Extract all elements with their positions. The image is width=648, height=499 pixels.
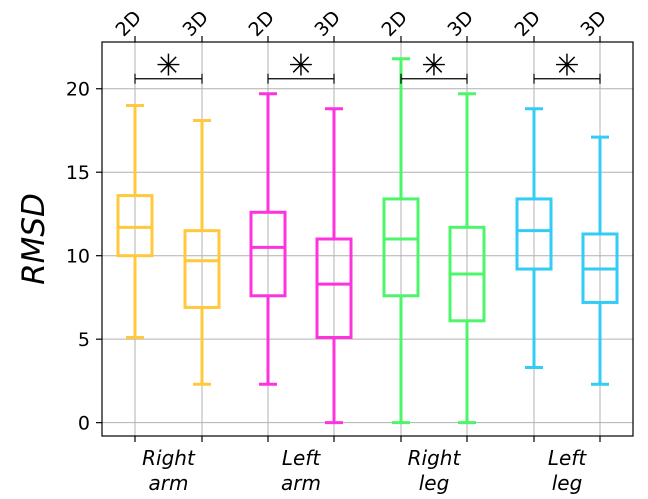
top-condition-label: 3D [179, 7, 213, 41]
category-label-line2: arm [281, 471, 321, 495]
box-series [116, 57, 619, 425]
category-label-line1: Left [548, 446, 587, 470]
category-label-line1: Right [408, 446, 462, 470]
box-plot-4 [315, 107, 353, 425]
plot-frame [101, 41, 634, 437]
y-tick-label: 10 [66, 246, 90, 268]
box-iqr [515, 197, 553, 271]
significance-star: ✳ [156, 49, 181, 84]
category-label-line2: leg [419, 471, 450, 495]
box-plot-7 [515, 107, 553, 370]
significance-markers: ✳ ✳ ✳ ✳ [134, 49, 601, 84]
box-plot-8 [581, 135, 619, 386]
y-tick-label: 20 [66, 79, 90, 101]
top-condition-label: 2D [378, 7, 412, 41]
significance-star: ✳ [554, 49, 579, 84]
box-plot-6 [448, 92, 486, 425]
box-iqr [315, 237, 353, 339]
box-plot-1 [116, 103, 154, 339]
y-axis-label: RMSD [16, 193, 52, 285]
box-iqr [382, 197, 420, 298]
grid-lines [102, 42, 633, 436]
y-tick-label: 5 [78, 329, 90, 351]
top-condition-label: 3D [311, 7, 345, 41]
top-condition-label: 2D [511, 7, 545, 41]
category-label-line1: Right [142, 446, 196, 470]
y-tick-label: 0 [78, 413, 90, 435]
box-plot-2 [183, 118, 221, 386]
top-condition-label: 3D [577, 7, 611, 41]
box-iqr [116, 194, 154, 258]
box-iqr [249, 210, 287, 298]
top-condition-label: 3D [444, 7, 478, 41]
top-condition-label: 2D [112, 7, 146, 41]
significance-star: ✳ [421, 49, 446, 84]
top-condition-label: 2D [245, 7, 279, 41]
box-plot-3 [249, 92, 287, 386]
box-iqr [183, 229, 221, 309]
significance-star: ✳ [288, 49, 313, 84]
y-tick-label: 15 [66, 162, 90, 184]
category-label-line2: arm [149, 471, 189, 495]
category-label-line1: Left [282, 446, 321, 470]
category-label-line2: leg [552, 471, 583, 495]
